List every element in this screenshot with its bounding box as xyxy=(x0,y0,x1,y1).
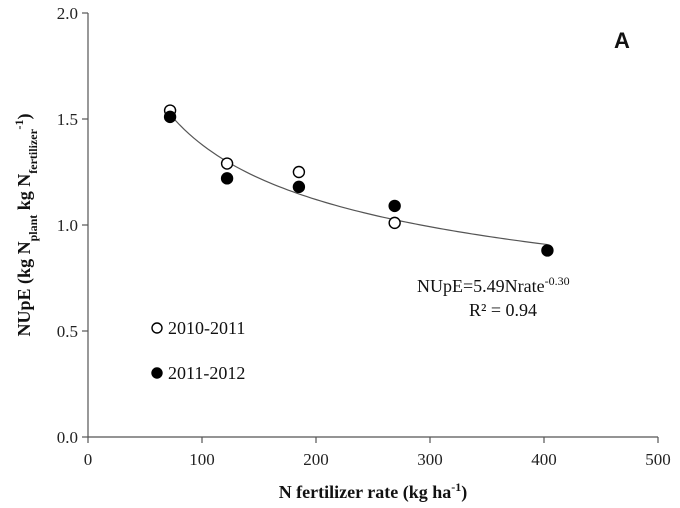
x-axis-title: N fertilizer rate (kg ha-1) xyxy=(279,480,468,503)
legend-marker xyxy=(151,367,163,379)
y-tick-label: 0.5 xyxy=(57,322,78,341)
y-axis-title-part: ) xyxy=(14,114,35,120)
legend: 2010-2011 2011-2012 xyxy=(151,318,245,383)
fit-equation-base: NUpE=5.49Nrate xyxy=(417,276,545,296)
data-point-series-1 xyxy=(220,157,234,170)
y-tick-label: 1.0 xyxy=(57,216,78,235)
y-axis-title-part: kg N xyxy=(14,174,34,215)
y-axis-title-part: plant xyxy=(26,215,40,242)
fit-equation: NUpE=5.49Nrate-0.30 xyxy=(417,274,570,296)
x-tick-label: 400 xyxy=(531,450,557,469)
y-tick-label: 1.5 xyxy=(57,110,78,129)
data-point-series-2 xyxy=(541,244,554,257)
data-point-series-2 xyxy=(220,172,234,185)
data-points xyxy=(163,104,554,257)
axes: 0 100 200 300 400 500 0.0 0.5 1.0 1.5 2.0 xyxy=(57,4,671,469)
data-point-series-1 xyxy=(292,165,306,179)
data-point-series-2 xyxy=(292,180,306,194)
x-tick-label: 0 xyxy=(84,450,93,469)
data-point-series-1 xyxy=(388,216,401,230)
panel-label: A xyxy=(614,28,630,53)
legend-label: 2011-2012 xyxy=(168,363,245,383)
y-axis-title-part: -1 xyxy=(12,120,26,130)
legend-marker xyxy=(151,322,163,334)
fit-equation-exponent: -0.30 xyxy=(545,274,570,288)
fit-r-squared: R² = 0.94 xyxy=(469,300,537,320)
data-point-series-2 xyxy=(388,199,401,213)
x-tick-label: 100 xyxy=(189,450,215,469)
y-axis-title-part: NUpE (kg N xyxy=(14,241,35,336)
x-axis-title-sup: -1 xyxy=(451,480,461,494)
x-tick-label: 200 xyxy=(303,450,329,469)
y-tick-label: 0.0 xyxy=(57,428,78,447)
x-axis-title-text: N fertilizer rate (kg ha xyxy=(279,482,452,503)
x-ticks: 0 100 200 300 400 500 xyxy=(84,437,671,469)
y-axis-title-part: fertilizer xyxy=(26,128,40,173)
x-tick-label: 300 xyxy=(417,450,443,469)
x-tick-label: 500 xyxy=(645,450,671,469)
data-point-series-2 xyxy=(163,110,177,124)
legend-label: 2010-2011 xyxy=(168,318,245,338)
y-tick-label: 2.0 xyxy=(57,4,78,23)
x-axis-title-tail: ) xyxy=(461,482,467,503)
y-ticks: 0.0 0.5 1.0 1.5 2.0 xyxy=(57,4,88,447)
y-axis-title: NUpE (kg Nplant kg Nfertilizer-1) xyxy=(12,114,40,337)
